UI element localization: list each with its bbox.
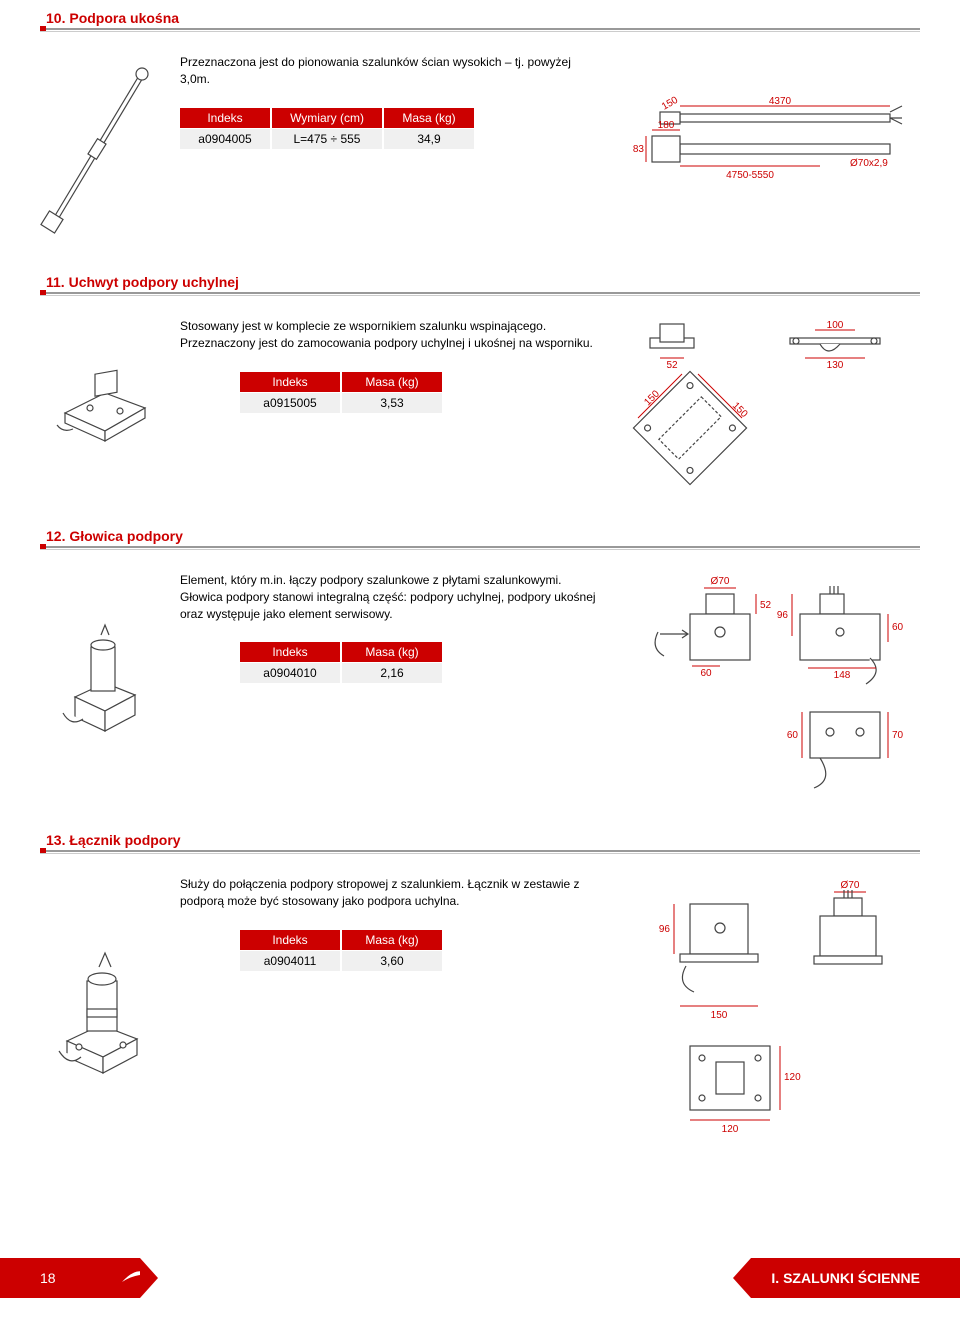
dim: 130	[827, 360, 844, 371]
dim: 120	[722, 1124, 739, 1135]
col-header: Wymiary (cm)	[272, 108, 382, 128]
tech-drawing: Ø70 52 60	[620, 572, 920, 792]
cell: 34,9	[384, 129, 474, 149]
tech-drawing: 4370 4750-5550 Ø70x2,9 180 83 150	[620, 54, 920, 234]
data-table: Indeks Masa (kg) a0904010 2,16	[240, 642, 442, 683]
section-title: 10. Podpora ukośna	[40, 10, 920, 28]
dim: 60	[787, 730, 799, 741]
dim: 96	[777, 610, 789, 621]
cell: a0904010	[240, 663, 340, 683]
col-header: Masa (kg)	[342, 372, 442, 392]
tech-drawing: Ø70 96 150	[620, 876, 920, 1136]
data-table: Indeks Masa (kg) a0915005 3,53	[240, 372, 442, 413]
cell: 2,16	[342, 663, 442, 683]
cell: L=475 ÷ 555	[272, 129, 382, 149]
col-header: Indeks	[240, 372, 340, 392]
dim: 150	[660, 95, 680, 113]
section-10: 10. Podpora ukośna Przeznaczona jest do …	[40, 10, 920, 234]
footer-title-box: I. SZALUNKI ŚCIENNE	[751, 1258, 960, 1298]
footer-title: I. SZALUNKI ŚCIENNE	[771, 1270, 920, 1286]
isometric-thumb	[40, 572, 160, 792]
section-13: 13. Łącznik podpory Służy do	[40, 832, 920, 1136]
dim: 4750-5550	[726, 170, 774, 181]
tech-drawing: 52 100 130	[620, 318, 920, 488]
page-number: 18	[40, 1270, 56, 1286]
dim: 60	[892, 622, 904, 633]
title-underline	[40, 292, 920, 298]
data-table: Indeks Wymiary (cm) Masa (kg) a0904005 L…	[180, 108, 474, 149]
cell: 3,53	[342, 393, 442, 413]
dim: 148	[834, 670, 851, 681]
isometric-thumb	[40, 318, 160, 488]
col-header: Indeks	[180, 108, 270, 128]
cell: a0904005	[180, 129, 270, 149]
description: Służy do połączenia podpory stropowej z …	[180, 876, 600, 910]
title-underline	[40, 28, 920, 34]
dim: 52	[666, 360, 678, 371]
section-11: 11. Uchwyt podpory uchylnej Stosowany je…	[40, 274, 920, 488]
dim: 52	[760, 600, 772, 611]
page-number-box: 18	[0, 1258, 140, 1298]
col-header: Masa (kg)	[384, 108, 474, 128]
dim: 4370	[769, 96, 792, 107]
dim: 100	[827, 320, 844, 331]
dim: 180	[658, 120, 675, 131]
dim: Ø70x2,9	[850, 158, 888, 169]
description: Element, który m.in. łączy podpory szalu…	[180, 572, 600, 622]
col-header: Masa (kg)	[342, 642, 442, 662]
section-12: 12. Głowica podpory Element, który m.in.…	[40, 528, 920, 792]
data-table: Indeks Masa (kg) a0904011 3,60	[240, 930, 442, 971]
section-title: 11. Uchwyt podpory uchylnej	[40, 274, 920, 292]
dim: 96	[659, 924, 671, 935]
dim: Ø70	[711, 576, 730, 587]
page-footer: 18 I. SZALUNKI ŚCIENNE	[0, 1258, 960, 1298]
isometric-thumb	[40, 876, 160, 1136]
dim: 120	[784, 1072, 801, 1083]
cell: 3,60	[342, 951, 442, 971]
cell: a0904011	[240, 951, 340, 971]
isometric-thumb	[40, 54, 160, 234]
title-underline	[40, 546, 920, 552]
description: Przeznaczona jest do pionowania szalunkó…	[180, 54, 600, 88]
col-header: Masa (kg)	[342, 930, 442, 950]
dim: 83	[633, 144, 645, 155]
dim: 70	[892, 730, 904, 741]
section-title: 12. Głowica podpory	[40, 528, 920, 546]
col-header: Indeks	[240, 930, 340, 950]
description: Stosowany jest w komplecie ze wspornikie…	[180, 318, 600, 352]
title-underline	[40, 850, 920, 856]
dim: 60	[700, 668, 712, 679]
dim: 150	[711, 1010, 728, 1021]
col-header: Indeks	[240, 642, 340, 662]
cell: a0915005	[240, 393, 340, 413]
dim: Ø70	[841, 880, 860, 891]
section-title: 13. Łącznik podpory	[40, 832, 920, 850]
